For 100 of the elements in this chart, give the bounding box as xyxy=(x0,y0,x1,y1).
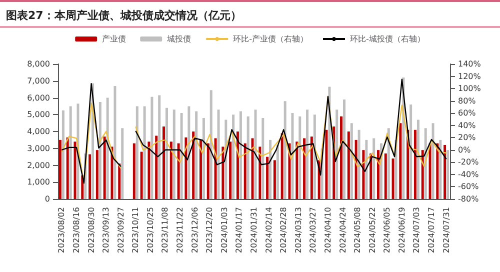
bar xyxy=(432,123,434,199)
y-tick-label: 1,000 xyxy=(27,178,50,187)
bar xyxy=(258,146,262,199)
bar xyxy=(298,116,302,199)
x-tick-label: 2024/04/24 xyxy=(338,207,348,254)
legend-label: 环比-城投债（右轴） xyxy=(350,34,425,44)
y-tick-label: 7,000 xyxy=(27,76,50,86)
chart-title: 图表27：本周产业债、城投债成交情况（亿元） xyxy=(0,0,500,28)
bar xyxy=(188,106,190,199)
bar xyxy=(222,146,224,199)
bar xyxy=(444,145,446,199)
y2-tick-label: 120% xyxy=(458,72,482,81)
bar xyxy=(372,138,376,199)
bar xyxy=(192,132,195,199)
bar xyxy=(428,143,432,199)
x-tick-label: 2024/07/03 xyxy=(412,207,422,254)
bar xyxy=(343,99,346,199)
x-tick-label: 2024/01/31 xyxy=(250,207,258,254)
y2-tick-label: 20% xyxy=(458,133,476,142)
y-tick-label: 6,000 xyxy=(27,93,50,102)
bar xyxy=(340,116,343,199)
bar xyxy=(88,154,92,199)
legend-label: 环比-产业债（右轴） xyxy=(233,34,308,44)
bar xyxy=(96,150,98,199)
bar xyxy=(354,140,358,199)
bar xyxy=(246,116,250,199)
bar xyxy=(365,140,368,199)
bar xyxy=(184,137,188,199)
bar xyxy=(384,153,387,199)
bar xyxy=(273,160,276,199)
x-tick-label: 2023/12/06 xyxy=(190,207,200,254)
x-tick-label: 2023/10/11 xyxy=(131,207,140,254)
bar xyxy=(206,143,210,199)
y2-tick-label: -20% xyxy=(458,158,480,167)
bar xyxy=(328,86,331,199)
bar xyxy=(106,98,109,199)
x-tick-label: 2023/11/08 xyxy=(160,207,170,254)
bar xyxy=(251,138,254,199)
bar xyxy=(132,143,136,199)
bar xyxy=(276,145,279,199)
bar xyxy=(202,118,205,199)
bar xyxy=(229,142,232,199)
x-tick-label: 2024/02/28 xyxy=(279,207,288,254)
bar xyxy=(58,140,62,199)
bar xyxy=(370,153,372,199)
x-tick-label: 2024/04/10 xyxy=(323,207,332,254)
bar xyxy=(69,106,72,199)
y2-tick-label: 60% xyxy=(458,108,476,118)
y-tick-label: 5,000 xyxy=(27,110,50,120)
bar xyxy=(136,106,138,199)
bar xyxy=(358,130,360,199)
bar xyxy=(232,114,235,199)
x-tick-label: 2024/06/19 xyxy=(397,207,406,254)
bar xyxy=(416,120,420,199)
bar xyxy=(303,138,306,199)
x-tick-label: 2023/10/25 xyxy=(146,207,155,254)
bar xyxy=(170,142,172,199)
bar xyxy=(210,90,212,199)
x-tick-label: 2024/03/27 xyxy=(308,207,318,254)
bar xyxy=(158,95,161,199)
legend-label: 城投债 xyxy=(166,34,192,44)
x-tick-label: 2024/02/14 xyxy=(264,207,274,254)
x-tick-label: 2024/01/17 xyxy=(234,207,244,254)
bar xyxy=(446,150,450,199)
bar xyxy=(410,104,412,199)
y2-tick-label: 40% xyxy=(458,120,476,130)
x-tick-label: 2023/08/02 xyxy=(57,207,66,254)
x-tick-label: 2023/08/16 xyxy=(72,207,81,254)
bar xyxy=(195,111,198,199)
x-tick-label: 2024/07/17 xyxy=(427,207,436,254)
bar xyxy=(280,133,284,199)
y-tick-label: 4,000 xyxy=(27,127,50,136)
bar xyxy=(62,110,64,199)
x-tick-label: 2023/09/13 xyxy=(102,207,111,254)
x-tick-label: 2024/01/03 xyxy=(220,207,229,254)
bar xyxy=(266,156,269,199)
bar xyxy=(150,96,154,199)
bar xyxy=(177,143,180,199)
y-tick-label: 2,000 xyxy=(27,160,50,170)
bar xyxy=(254,110,257,199)
y2-tick-label: 140% xyxy=(458,60,482,68)
x-tick-label: 2024/07/31 xyxy=(442,207,451,254)
bar xyxy=(439,140,442,199)
bar xyxy=(336,110,338,199)
legend-label: 产业债 xyxy=(102,34,126,44)
bar xyxy=(114,86,116,199)
y-tick-label: 0 xyxy=(44,194,50,204)
y-tick-label: 3,000 xyxy=(27,144,50,153)
x-tick-label: 2024/03/13 xyxy=(294,207,303,254)
y2-tick-label: -60% xyxy=(458,182,480,192)
bar xyxy=(325,130,328,199)
bar xyxy=(269,140,272,199)
y2-tick-label: 0% xyxy=(458,145,472,154)
bar xyxy=(414,130,416,199)
bar xyxy=(199,140,202,199)
bar xyxy=(217,110,220,199)
bar xyxy=(66,137,69,199)
x-tick-label: 2023/11/22 xyxy=(176,207,185,254)
y2-tick-label: 80% xyxy=(458,96,476,106)
bar xyxy=(74,142,76,199)
